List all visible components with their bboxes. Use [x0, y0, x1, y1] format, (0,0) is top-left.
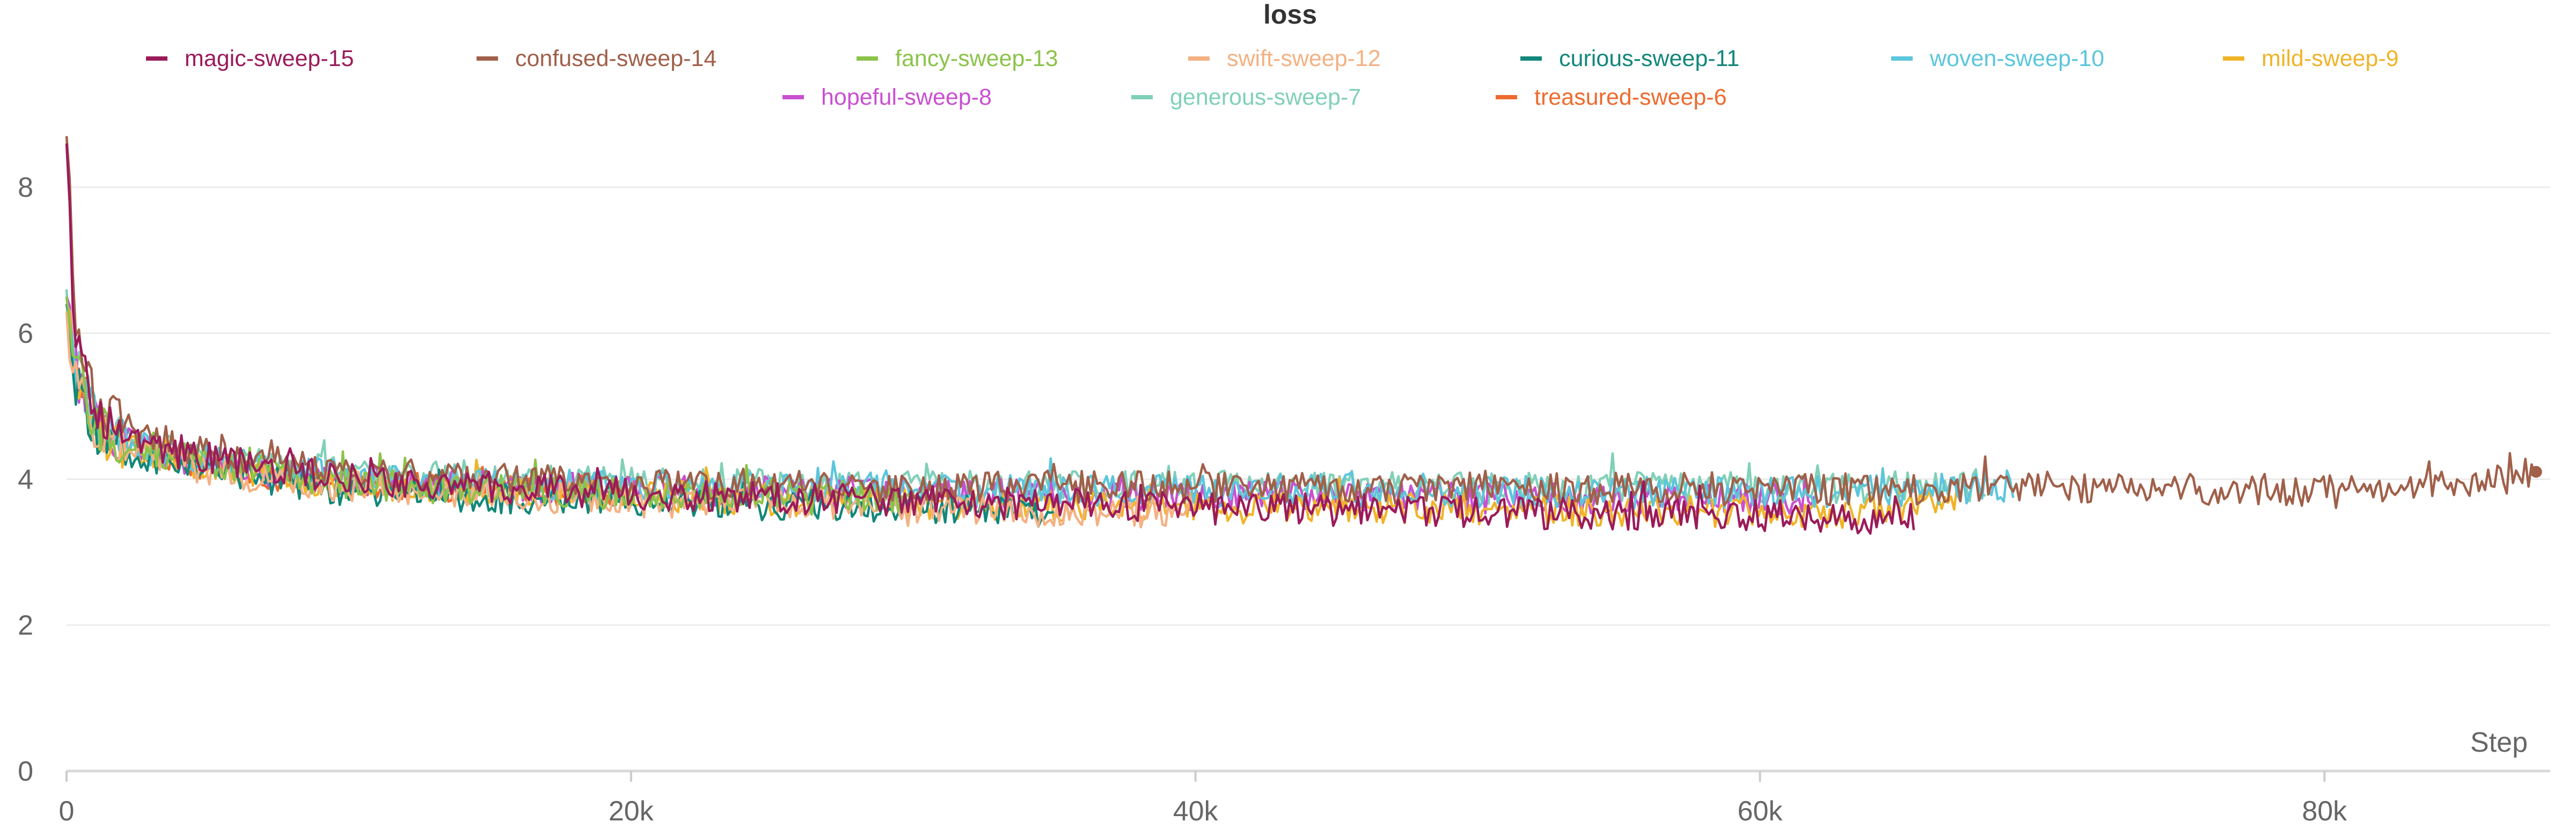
y-tick-label: 0 [18, 756, 33, 787]
legend-item[interactable]: fancy-sweep-13 [857, 46, 1058, 71]
legend-item[interactable]: hopeful-sweep-8 [782, 84, 992, 110]
legend[interactable]: magic-sweep-15 confused-sweep-14 fancy-swe… [146, 46, 2399, 110]
x-tick-label: 40k [1173, 796, 1219, 827]
y-tick-label: 4 [18, 464, 33, 495]
legend-label: swift-sweep-12 [1227, 46, 1381, 71]
legend-item[interactable]: woven-sweep-10 [1891, 46, 2104, 71]
x-tick-label: 60k [1738, 796, 1783, 827]
x-axis: 0 20k 40k 60k 80k [59, 769, 2550, 827]
series-line-confused-sweep-14[interactable] [65, 136, 2536, 510]
chart-title: loss [1263, 0, 1317, 30]
x-tick-label: 20k [609, 796, 654, 827]
series-line-magic-sweep-15[interactable] [65, 143, 1915, 535]
legend-item[interactable]: swift-sweep-12 [1188, 46, 1381, 71]
grid [67, 186, 2550, 626]
legend-label: curious-sweep-11 [1559, 46, 1739, 71]
x-tick-label: 0 [59, 796, 75, 827]
plot-area[interactable] [65, 136, 2542, 535]
legend-label: woven-sweep-10 [1929, 46, 2104, 71]
legend-label: fancy-sweep-13 [895, 46, 1058, 71]
y-tick-label: 6 [18, 318, 33, 350]
legend-label: mild-sweep-9 [2262, 46, 2399, 71]
legend-item[interactable]: treasured-sweep-6 [1496, 84, 1727, 110]
y-axis: 0 2 4 6 8 [18, 172, 33, 787]
legend-item[interactable]: magic-sweep-15 [146, 46, 354, 71]
legend-label: magic-sweep-15 [185, 46, 354, 71]
series-end-point [2530, 466, 2542, 478]
x-tick-label: 80k [2302, 796, 2347, 827]
legend-item[interactable]: generous-sweep-7 [1131, 84, 1361, 110]
x-axis-label: Step [2470, 727, 2528, 758]
y-tick-label: 8 [18, 172, 33, 203]
legend-item[interactable]: mild-sweep-9 [2223, 46, 2399, 71]
legend-label: generous-sweep-7 [1170, 84, 1361, 110]
legend-label: hopeful-sweep-8 [821, 84, 992, 110]
legend-label: confused-sweep-14 [515, 46, 716, 71]
y-tick-label: 2 [18, 610, 33, 641]
legend-item[interactable]: curious-sweep-11 [1520, 46, 1739, 71]
legend-label: treasured-sweep-6 [1534, 84, 1727, 110]
legend-item[interactable]: confused-sweep-14 [477, 46, 716, 71]
